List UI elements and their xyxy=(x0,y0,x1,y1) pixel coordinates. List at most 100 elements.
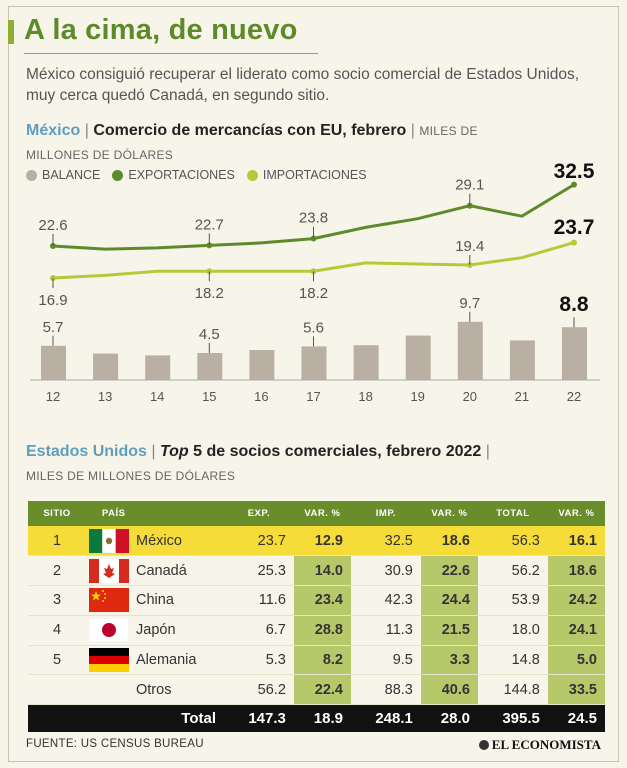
germany-flag-icon xyxy=(89,648,129,673)
th-var-imp: VAR. % xyxy=(420,501,478,526)
balance-label-12: 5.7 xyxy=(43,319,64,336)
legend-exports: EXPORTACIONES xyxy=(112,168,235,182)
var-total-cell: 5.0 xyxy=(547,645,605,676)
imports-point-15 xyxy=(206,268,213,275)
country-cell: Canadá xyxy=(132,555,224,587)
section1-country: México xyxy=(26,122,81,139)
x-tick-21: 21 xyxy=(515,389,529,404)
imp-cell: 11.3 xyxy=(350,615,421,646)
var-total-cell: 18.6 xyxy=(547,555,605,587)
section1-main: Comercio de mercancías con EU, febrero xyxy=(93,122,407,139)
exp-cell: 56.2 xyxy=(224,674,294,706)
section1-sep: | xyxy=(84,122,89,139)
th-pais: PAÍS xyxy=(86,501,224,526)
x-tick-19: 19 xyxy=(410,389,424,404)
x-tick-16: 16 xyxy=(254,389,268,404)
sitio-cell: 4 xyxy=(28,615,86,646)
th-exp: EXP. xyxy=(224,501,294,526)
x-tick-12: 12 xyxy=(46,389,60,404)
table-row: 5 Alemania 5.3 8.2 9.5 3.3 14.8 5.0 xyxy=(28,645,605,676)
logo-text: EL ECONOMISTA xyxy=(491,737,601,752)
title-accent xyxy=(8,20,14,44)
x-tick-17: 17 xyxy=(306,389,320,404)
var-total-cell: 33.5 xyxy=(547,674,605,706)
section1-units-line2: MILLONES DE DÓLARES xyxy=(26,148,174,162)
legend-imports-swatch xyxy=(246,169,258,181)
source-note: FUENTE: US CENSUS BUREAU xyxy=(26,738,204,750)
exp-cell: 25.3 xyxy=(224,555,294,587)
balance-bar-19 xyxy=(405,335,431,380)
th-total: TOTAL xyxy=(477,501,548,526)
sitio-cell: 3 xyxy=(28,585,86,616)
table-row: 2 Canadá 25.3 14.0 30.9 22.6 56.2 18.6 xyxy=(28,555,605,587)
chart-legend: BALANCE EXPORTACIONES IMPORTACIONES xyxy=(26,168,367,182)
var-imp-cell: 21.5 xyxy=(420,615,478,646)
sitio-cell: 1 xyxy=(28,526,86,557)
total-var-imp: 28.0 xyxy=(420,704,478,732)
balance-label-22: 8.8 xyxy=(559,293,589,316)
section1-heading: México | Comercio de mercancías con EU, … xyxy=(26,122,478,140)
total-imp: 248.1 xyxy=(350,704,421,732)
section2-top: Top xyxy=(159,443,189,460)
mexico-flag-icon xyxy=(89,528,129,553)
legend-imports-label: IMPORTACIONES xyxy=(262,168,367,182)
imports-point-22 xyxy=(571,239,577,246)
x-tick-22: 22 xyxy=(567,389,581,404)
legend-exports-label: EXPORTACIONES xyxy=(128,168,235,182)
var-imp-cell: 40.6 xyxy=(420,674,478,706)
var-total-cell: 16.1 xyxy=(547,526,605,557)
country-cell: Japón xyxy=(132,615,224,646)
balance-bar-12 xyxy=(41,345,66,380)
balance-bar-17 xyxy=(301,346,327,380)
title-underline xyxy=(24,53,318,54)
partners-table: SITIO PAÍS EXP. VAR. % IMP. VAR. % TOTAL… xyxy=(28,501,605,732)
imports-label-17: 18.2 xyxy=(299,285,328,302)
imp-cell: 32.5 xyxy=(350,526,421,557)
total-cell: 56.3 xyxy=(477,526,548,557)
var-imp-cell: 18.6 xyxy=(420,526,478,557)
country-cell: Otros xyxy=(132,674,224,706)
table-header-row: SITIO PAÍS EXP. VAR. % IMP. VAR. % TOTAL… xyxy=(28,501,605,526)
x-tick-20: 20 xyxy=(463,389,477,404)
th-sitio: SITIO xyxy=(28,501,86,526)
exports-label-17: 23.8 xyxy=(299,210,328,227)
lead-text: México consiguió recuperar el liderato c… xyxy=(26,66,580,104)
flag-cell xyxy=(86,585,132,616)
total-cell: 18.0 xyxy=(477,615,548,646)
var-exp-cell: 28.8 xyxy=(293,615,351,646)
flag-cell xyxy=(86,615,132,646)
exports-point-22 xyxy=(571,181,577,188)
exp-cell: 11.6 xyxy=(224,585,294,616)
legend-balance-label: BALANCE xyxy=(42,168,101,182)
total-total: 395.5 xyxy=(477,704,548,732)
imports-point-17 xyxy=(310,268,317,275)
total-cell: 53.9 xyxy=(477,585,548,616)
table-row: 1 México 23.7 12.9 32.5 18.6 56.3 16.1 xyxy=(28,526,605,557)
exports-point-15 xyxy=(206,242,213,249)
balance-bar-14 xyxy=(145,355,171,380)
country-cell: Alemania xyxy=(132,645,224,676)
trade-chart: 22.6 22.7 23.8 29.1 32.5 16.9 18.2 18.2 19.4 23.7… xyxy=(30,160,600,404)
total-cell: 144.8 xyxy=(477,674,548,706)
section1-units: MILES DE xyxy=(419,124,478,138)
total-label: Total xyxy=(28,704,224,732)
balance-bar-16 xyxy=(249,350,275,380)
legend-imports: IMPORTACIONES xyxy=(246,168,367,182)
logo-mark-icon xyxy=(478,740,489,750)
imports-label-15: 18.2 xyxy=(195,285,224,302)
total-cell: 56.2 xyxy=(477,555,548,587)
section2-heading: Estados Unidos | Top 5 de socios comerci… xyxy=(26,443,490,461)
x-tick-14: 14 xyxy=(150,389,164,404)
var-imp-cell: 24.4 xyxy=(420,585,478,616)
th-imp: IMP. xyxy=(350,501,421,526)
var-imp-cell: 22.6 xyxy=(420,555,478,587)
imp-cell: 88.3 xyxy=(350,674,421,706)
china-flag-icon xyxy=(89,588,129,613)
var-imp-cell: 3.3 xyxy=(420,645,478,676)
balance-label-17: 5.6 xyxy=(303,319,324,336)
flag-cell xyxy=(86,555,132,587)
x-tick-18: 18 xyxy=(358,389,372,404)
table-row: 4 Japón 6.7 28.8 11.3 21.5 18.0 24.1 xyxy=(28,615,605,646)
exp-cell: 23.7 xyxy=(224,526,294,557)
balance-bar-18 xyxy=(353,345,379,380)
